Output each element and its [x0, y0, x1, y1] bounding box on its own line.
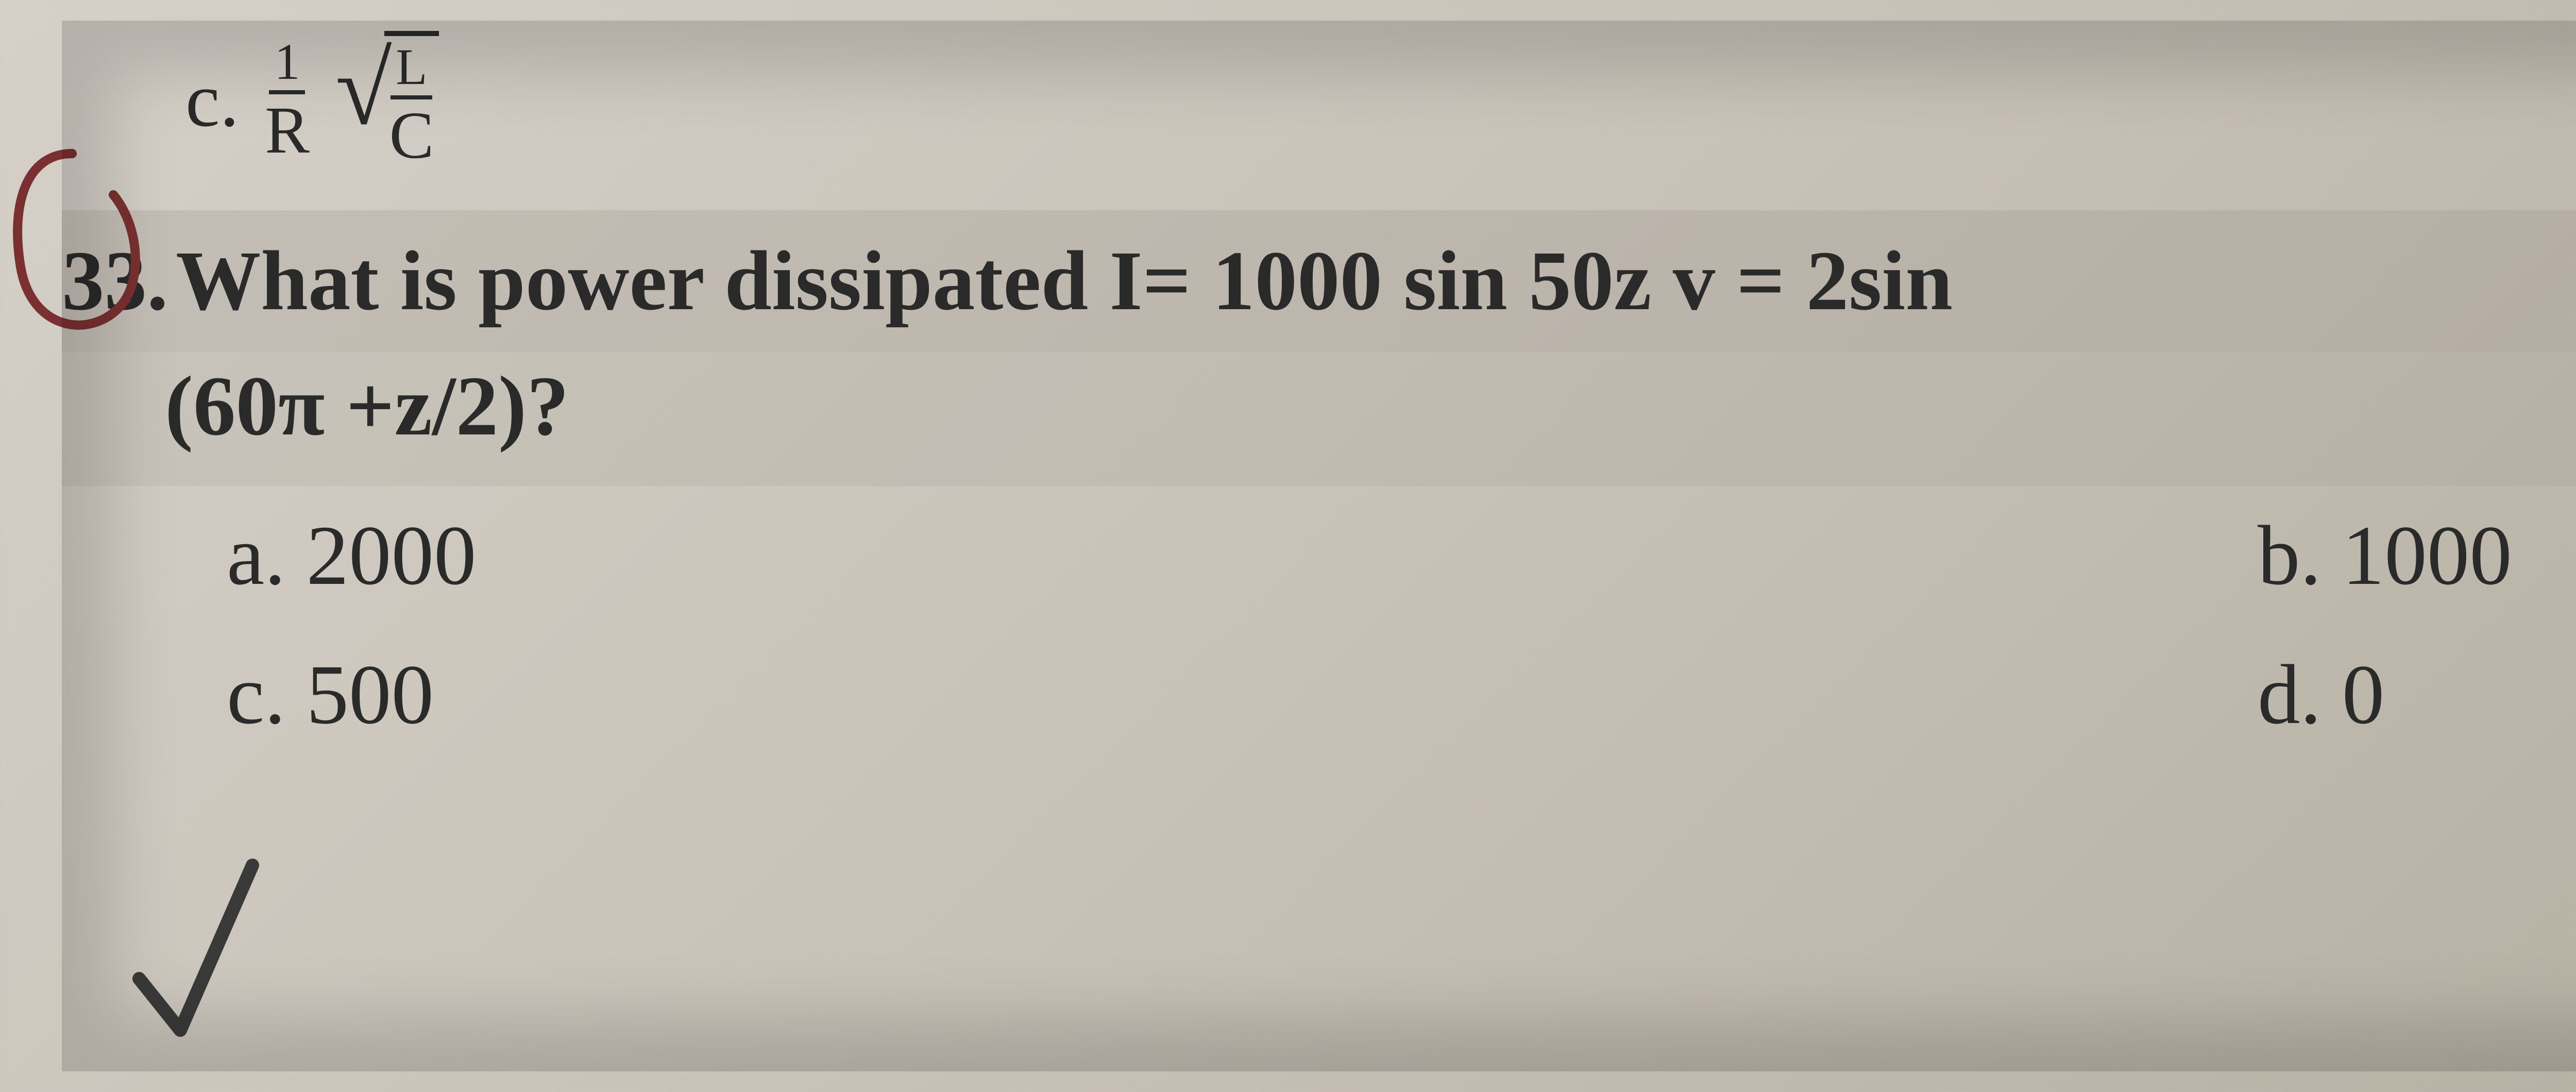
answer-option-b: b. 1000	[1614, 507, 2576, 604]
answer-option-c: c. 500	[227, 646, 1614, 744]
answer-option-a: a. 2000	[227, 507, 1614, 604]
sqrt-expression: √ L C	[335, 31, 439, 169]
fraction-1-over-R: 1 R	[260, 36, 315, 164]
answer-letter: d.	[2258, 646, 2321, 744]
root-numerator: L	[391, 41, 432, 99]
tick-mark-icon	[129, 845, 263, 1051]
circle-annotation-icon	[0, 133, 149, 349]
question-number-wrap: 33.	[62, 226, 176, 337]
root-denominator: C	[384, 99, 439, 169]
answer-value: 2000	[307, 507, 477, 604]
option-letter: c.	[185, 56, 239, 144]
answer-value: 1000	[2342, 507, 2512, 604]
fraction-numerator: 1	[269, 36, 305, 94]
answer-value: 0	[2342, 646, 2385, 744]
answer-letter: c.	[227, 646, 286, 744]
prev-question-options-row: c. 1 R √ L C d. 1 R √ C	[62, 21, 2576, 210]
answer-letter: a.	[227, 507, 286, 604]
answer-letter: b.	[2258, 507, 2321, 604]
question-text-line2: (60π +z/2)?	[165, 357, 569, 455]
answer-option-d: d. 0	[1614, 646, 2576, 744]
question-line-2: (60π +z/2)? [2013]	[62, 352, 2576, 486]
answer-options-grid: a. 2000 b. 1000 c. 500 d. 0	[62, 486, 2576, 744]
answer-value: 500	[307, 646, 434, 744]
under-root-fraction: L C	[384, 31, 439, 169]
page-container: c. 1 R √ L C d. 1 R √ C	[62, 21, 2576, 1071]
option-c-prev: c. 1 R √ L C	[185, 31, 439, 169]
question-text-line1: What is power dissipated I= 1000 sin 50z…	[176, 226, 1953, 337]
radical-icon: √	[335, 48, 392, 131]
fraction-denominator: R	[260, 94, 315, 164]
question-line-1: 33. What is power dissipated I= 1000 sin…	[62, 210, 2576, 352]
